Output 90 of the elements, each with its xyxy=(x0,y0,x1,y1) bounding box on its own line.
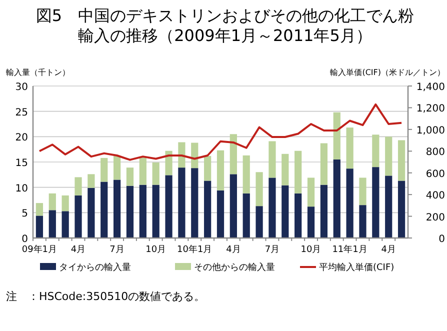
bar xyxy=(307,178,315,207)
bar xyxy=(74,177,82,196)
bar xyxy=(152,162,160,185)
bar xyxy=(100,182,108,238)
xtick: 7月 xyxy=(110,245,124,255)
bar xyxy=(48,210,56,238)
xtick: 4月 xyxy=(226,245,241,255)
bar xyxy=(372,134,380,168)
bar xyxy=(216,190,224,238)
bar xyxy=(294,150,302,194)
bar xyxy=(398,140,406,181)
bar xyxy=(230,134,237,174)
y2tick: 1,400 xyxy=(416,82,445,93)
bar xyxy=(126,186,134,238)
ytick: 15 xyxy=(15,158,28,169)
bar xyxy=(62,211,69,238)
bar xyxy=(178,168,186,238)
bar xyxy=(333,112,340,160)
bar xyxy=(282,185,289,238)
bar xyxy=(320,184,328,238)
bar xyxy=(320,143,328,185)
bar xyxy=(230,174,237,238)
bar xyxy=(88,174,95,188)
ytick: 20 xyxy=(15,132,28,144)
bar xyxy=(191,168,198,238)
ytick: 0 xyxy=(22,234,28,245)
bar xyxy=(359,205,366,238)
legend-label: 平均輸入単価(CIF) xyxy=(319,262,394,273)
bar xyxy=(359,178,366,206)
ylabel: 輸入量（千トン） xyxy=(6,68,70,77)
legend-label: その他からの輸入量 xyxy=(194,262,275,273)
bar xyxy=(126,168,134,186)
annotation: 注 ：HSCode:350510の数値である。 xyxy=(6,290,206,303)
bar xyxy=(333,159,340,238)
bar xyxy=(36,216,44,238)
bar xyxy=(282,154,289,186)
bar xyxy=(346,168,354,238)
ytick: 10 xyxy=(15,183,28,194)
bar xyxy=(294,193,302,238)
bar xyxy=(113,180,121,238)
bar xyxy=(216,150,224,190)
bar xyxy=(204,180,212,238)
xtick: 11年1月 xyxy=(332,245,368,255)
bar xyxy=(385,176,392,238)
bar xyxy=(204,156,212,181)
y2tick: 400 xyxy=(426,190,445,202)
bar xyxy=(113,156,121,180)
legend-label: タイからの輸入量 xyxy=(59,262,131,273)
xtick: 09年1月 xyxy=(22,245,58,255)
y2tick: 800 xyxy=(426,147,445,158)
bar xyxy=(256,172,263,206)
bar xyxy=(48,193,56,210)
ytick: 30 xyxy=(15,82,28,93)
bar xyxy=(372,167,380,238)
bar xyxy=(152,184,160,238)
y2tick: 600 xyxy=(426,168,445,180)
bar xyxy=(346,128,354,169)
ytick: 5 xyxy=(22,208,28,220)
bar xyxy=(139,184,146,238)
bar xyxy=(36,203,44,216)
bar xyxy=(139,156,146,185)
bar xyxy=(165,150,172,176)
bar xyxy=(242,155,250,194)
xtick: 7月 xyxy=(264,245,280,255)
xtick: 10月 xyxy=(146,245,166,255)
xtick: 10月 xyxy=(300,245,322,255)
xtick: 4月 xyxy=(70,245,86,255)
bar xyxy=(268,178,276,238)
title: 図5 中国のデキストリンおよびその他の化工でん粉輸入の推移（2009年1月～2011年5月） xyxy=(34,6,416,46)
y2tick: 1,200 xyxy=(416,104,445,115)
y2tick: 1,000 xyxy=(416,125,445,136)
bar xyxy=(74,195,82,238)
bar xyxy=(242,193,250,238)
xtick: 10年1月 xyxy=(177,245,212,255)
bar xyxy=(191,142,198,168)
bar xyxy=(178,142,186,168)
bar xyxy=(398,180,406,238)
xtick: 4月 xyxy=(381,245,396,255)
bar xyxy=(100,158,108,182)
bar xyxy=(268,141,276,178)
y2tick: 0 xyxy=(438,234,445,245)
y2tick: 200 xyxy=(426,212,445,224)
y2label: 輸入単価(CIF)（米ドル／トン） xyxy=(330,68,445,77)
ytick: 25 xyxy=(15,107,28,118)
bar xyxy=(62,195,69,212)
bar xyxy=(307,206,315,238)
bar xyxy=(165,175,172,238)
bar xyxy=(385,136,392,176)
bar xyxy=(88,188,95,238)
bar xyxy=(256,206,263,238)
